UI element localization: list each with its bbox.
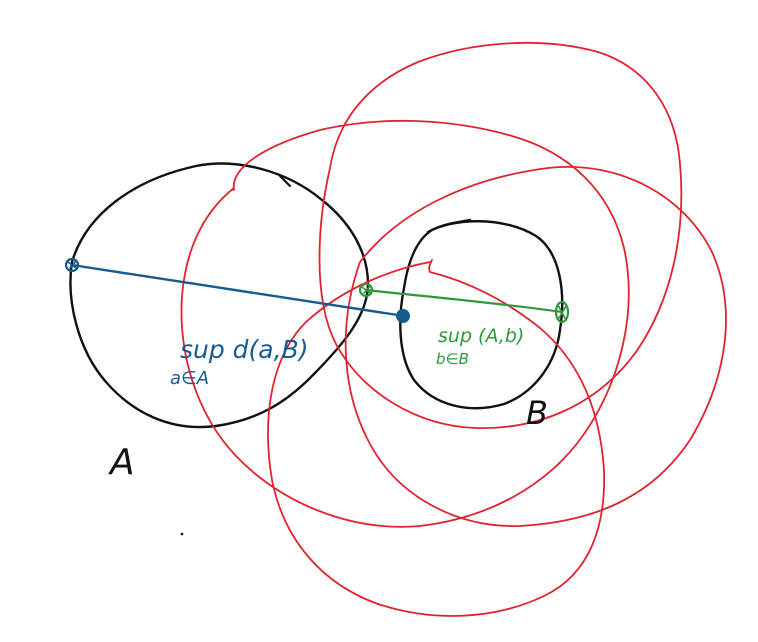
label-green-sub: b∈B <box>436 350 469 368</box>
blue-distance-line <box>70 263 406 318</box>
blue-start-point-scribble <box>67 260 77 269</box>
set-b-outline <box>399 218 564 410</box>
label-green-sup: sup (A,b) <box>438 325 524 347</box>
label-blue-sup: sup d(a,B) <box>180 335 308 364</box>
green-start-point <box>358 282 374 298</box>
set-a-tick <box>278 174 292 188</box>
label-set-a: A <box>108 442 135 483</box>
red-circle-3 <box>344 166 727 527</box>
set-a-outline <box>69 162 370 429</box>
red-circle-2 <box>318 42 683 429</box>
red-circle-1 <box>180 119 630 528</box>
green-distance-line <box>364 288 564 314</box>
label-set-b: B <box>526 394 548 432</box>
stray-dot <box>180 532 184 536</box>
blue-start-point <box>64 257 80 273</box>
blue-end-point <box>396 309 410 323</box>
green-end-point <box>554 300 570 324</box>
green-end-point-scribble <box>557 304 567 321</box>
green-start-point-scribble <box>361 285 371 294</box>
red-circle-4 <box>267 259 606 617</box>
label-blue-sub: a∈A <box>170 368 209 389</box>
